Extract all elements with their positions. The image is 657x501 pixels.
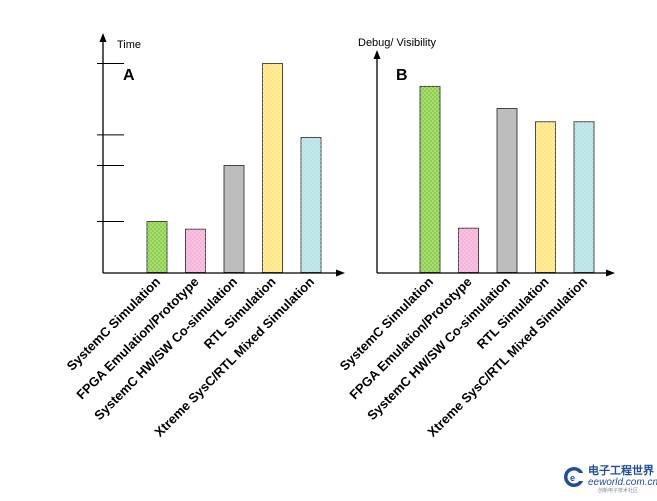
svg-text:e: e	[570, 473, 575, 483]
watermark-brand-en: eeworld.com.cn	[588, 477, 657, 488]
x-axis-arrow	[606, 269, 615, 277]
y-axis-arrow	[373, 50, 381, 59]
panel-letter: B	[396, 67, 408, 84]
watermark-subtitle: 创新电子技术社区	[598, 487, 638, 494]
bar-texture	[535, 121, 556, 273]
bar-texture	[147, 221, 167, 273]
bar-texture	[574, 121, 594, 273]
bar	[496, 108, 518, 273]
category-label: SystemC HW/SW Co-simulation	[364, 274, 513, 423]
x-axis-arrow	[336, 269, 345, 277]
ee-c-logo: e	[564, 467, 585, 487]
chart-panel-b: Debug/ Visibility B SystemC SimulationFP…	[337, 37, 615, 440]
bar-texture	[301, 137, 321, 273]
panel-letter: A	[123, 67, 135, 84]
bar	[223, 165, 245, 273]
bar-texture	[185, 229, 206, 273]
watermark-brand-cn: 电子工程世界	[588, 463, 654, 477]
watermark: e 电子工程世界 eeworld.com.cn 创新电子技术社区	[564, 463, 657, 494]
y-axis-label: Time	[117, 39, 141, 51]
bar-texture	[420, 86, 440, 273]
bar-texture	[458, 228, 479, 273]
y-axis-arrow	[99, 33, 107, 42]
y-axis-label: Debug/ Visibility	[358, 37, 437, 49]
bar-texture	[262, 63, 283, 273]
category-label: SystemC HW/SW Co-simulation	[91, 274, 240, 423]
